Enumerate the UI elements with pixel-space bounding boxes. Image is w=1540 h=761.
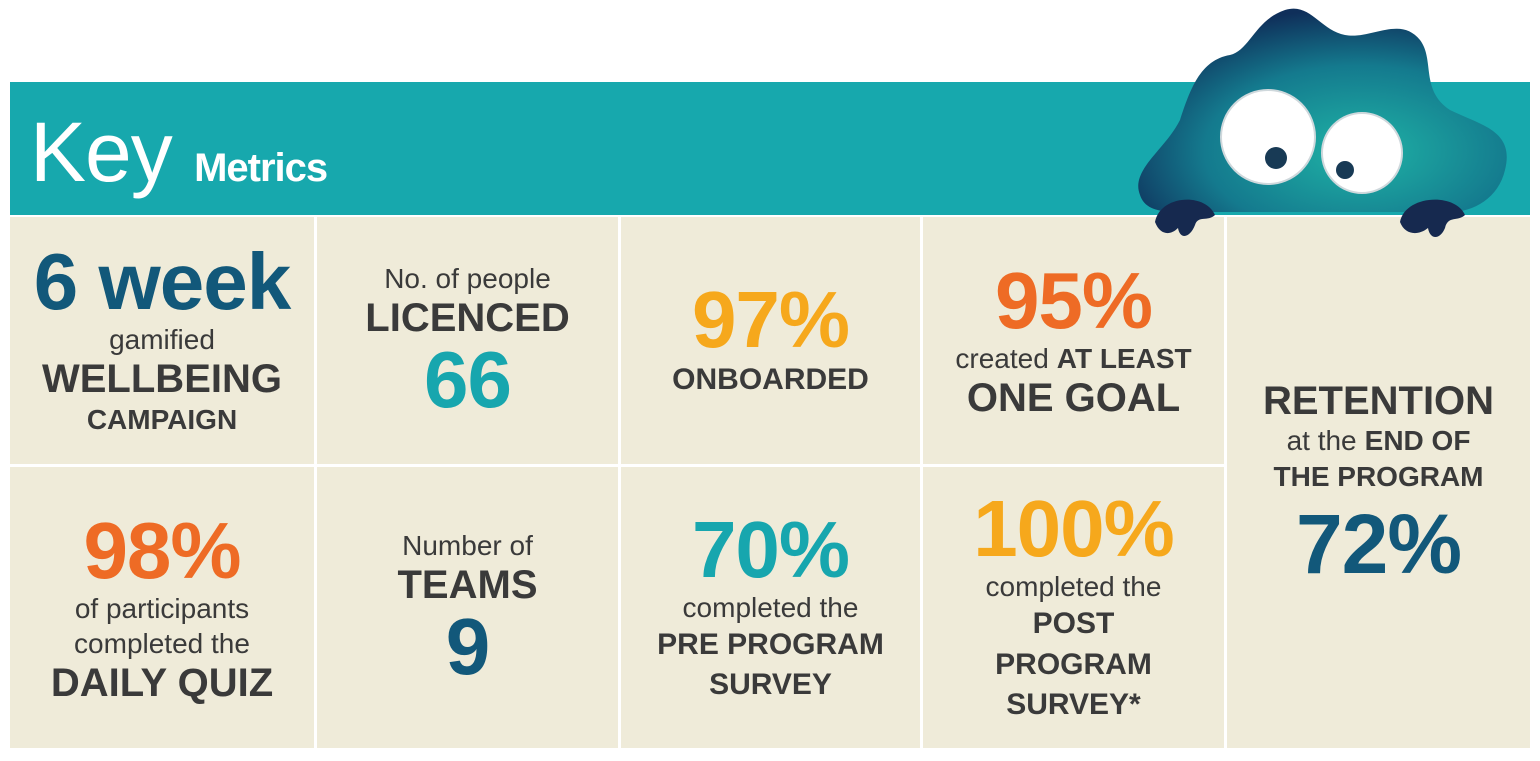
text: END OF <box>1364 425 1471 457</box>
text: PRE PROGRAM <box>657 627 884 661</box>
headline: 95% <box>994 256 1153 345</box>
headline: 97% <box>691 275 850 365</box>
text: THE PROGRAM <box>1273 461 1484 493</box>
text: at the <box>1286 425 1357 457</box>
metric-cell: 70% completed the PRE PROGRAM SURVEY <box>621 467 920 748</box>
text: ONE GOAL <box>966 376 1181 420</box>
text: completed the <box>985 571 1162 603</box>
text-line: created AT LEAST <box>955 341 1191 376</box>
text: ONBOARDED <box>672 363 869 397</box>
text-line: at the END OF <box>1287 423 1471 458</box>
metric-cell: 98% of participants completed the DAILY … <box>10 467 314 748</box>
text: WELLBEING <box>42 357 282 402</box>
metric-cell: RETENTION at the END OF THE PROGRAM 72% <box>1227 217 1530 748</box>
text: CAMPAIGN <box>86 404 238 436</box>
text: SURVEY <box>709 668 832 701</box>
text: LICENCED <box>365 296 570 340</box>
text: AT LEAST <box>1056 343 1192 374</box>
metric-cell: Number of TEAMS 9 <box>317 467 618 748</box>
title: Key Metrics <box>30 104 328 201</box>
metric-cell: 95% created AT LEAST ONE GOAL <box>923 217 1224 464</box>
text: of participants <box>74 592 250 624</box>
text: No. of people <box>384 263 551 294</box>
title-bold: Metrics <box>194 146 328 190</box>
mascot <box>1138 8 1507 237</box>
headline: 72% <box>1295 496 1462 591</box>
headline: 9 <box>445 602 490 691</box>
text: gamified <box>109 324 215 356</box>
text: created <box>955 343 1049 374</box>
text: RETENTION <box>1262 379 1495 424</box>
metric-cell: 6 week gamified WELLBEING CAMPAIGN <box>10 217 314 464</box>
text: POST <box>1032 607 1115 641</box>
text: Number of <box>402 530 533 561</box>
text: TEAMS <box>397 563 538 607</box>
title-light: Key <box>30 105 173 199</box>
headline: 70% <box>691 504 850 594</box>
text: DAILY QUIZ <box>50 660 274 705</box>
metric-cell: No. of people LICENCED 66 <box>317 217 618 464</box>
headline: 66 <box>424 335 512 424</box>
headline: 6 week <box>33 237 291 327</box>
headline: 100% <box>973 484 1175 574</box>
text: completed the <box>74 627 250 659</box>
text: PROGRAM <box>995 647 1152 681</box>
headline: 98% <box>83 505 241 595</box>
mascot-feet <box>1155 199 1465 237</box>
text: SURVEY* <box>1006 688 1141 722</box>
metric-cell: 100% completed the POST PROGRAM SURVEY* <box>923 467 1224 748</box>
metric-cell: 97% ONBOARDED <box>621 217 920 464</box>
mascot-eyes <box>1220 89 1403 194</box>
text: completed the <box>682 591 859 623</box>
mascot-body <box>1138 8 1507 213</box>
